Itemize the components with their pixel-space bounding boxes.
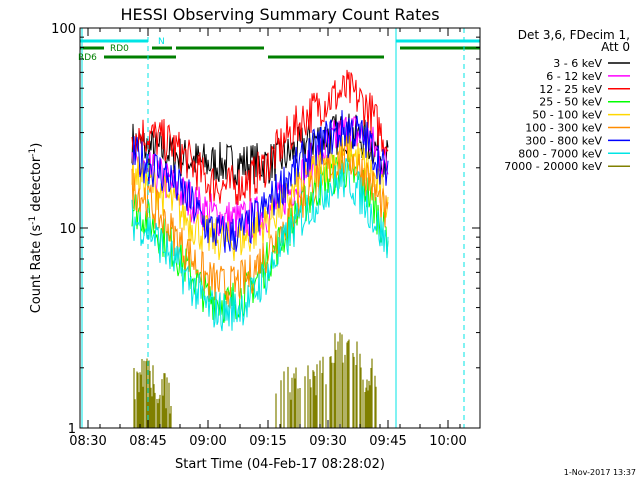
y-tick-label: 100 bbox=[51, 22, 76, 37]
y-axis-label: Count Rate (s-1 detector-1) bbox=[28, 143, 44, 314]
y-tick-label: 10 bbox=[59, 222, 76, 237]
x-tick-label: 09:30 bbox=[309, 434, 346, 449]
x-tick-label: 08:45 bbox=[129, 434, 166, 449]
x-tick-label: 10:00 bbox=[429, 434, 466, 449]
legend-label: 100 - 300 keV bbox=[525, 122, 602, 135]
state-bars bbox=[80, 39, 480, 59]
x-tick-label: 09:45 bbox=[369, 434, 406, 449]
x-tick-label: 09:15 bbox=[249, 434, 286, 449]
series-line bbox=[133, 332, 377, 428]
legend-label: 6 - 12 keV bbox=[546, 70, 602, 83]
x-tick-label: 08:30 bbox=[69, 434, 106, 449]
legend-label: 300 - 800 keV bbox=[525, 134, 602, 147]
state-label-rd6: RD6 bbox=[78, 53, 97, 63]
chart-title: HESSI Observing Summary Count Rates bbox=[120, 5, 439, 24]
footer-date: 1-Nov-2017 13:37 bbox=[564, 468, 636, 477]
legend-label: 800 - 7000 keV bbox=[518, 147, 602, 160]
series-lines bbox=[131, 69, 389, 428]
detector-info-line1: Det 3,6, FDecim 1, bbox=[518, 28, 630, 42]
legend-label: 25 - 50 keV bbox=[539, 96, 602, 109]
legend-label: 12 - 25 keV bbox=[539, 83, 602, 96]
state-label-night: N bbox=[158, 37, 165, 47]
boundary-lines bbox=[81, 28, 465, 428]
legend-label: 7000 - 20000 keV bbox=[504, 160, 602, 173]
axis-ticks: 08:30 08:45 09:00 09:15 09:30 09:45 10:00 1 10 10… bbox=[51, 22, 481, 449]
legend-label: 50 - 100 keV bbox=[532, 109, 602, 122]
x-axis-label: Start Time (04-Feb-17 08:28:02) bbox=[175, 457, 385, 472]
y-tick-label: 1 bbox=[68, 422, 76, 437]
series-line bbox=[131, 110, 389, 253]
detector-info-line2: Att 0 bbox=[601, 40, 630, 54]
series-line bbox=[131, 69, 389, 206]
series-line bbox=[131, 157, 389, 332]
legend-label: 3 - 6 keV bbox=[553, 57, 602, 70]
x-tick-label: 09:00 bbox=[189, 434, 226, 449]
state-label-rd0: RD0 bbox=[110, 44, 129, 54]
